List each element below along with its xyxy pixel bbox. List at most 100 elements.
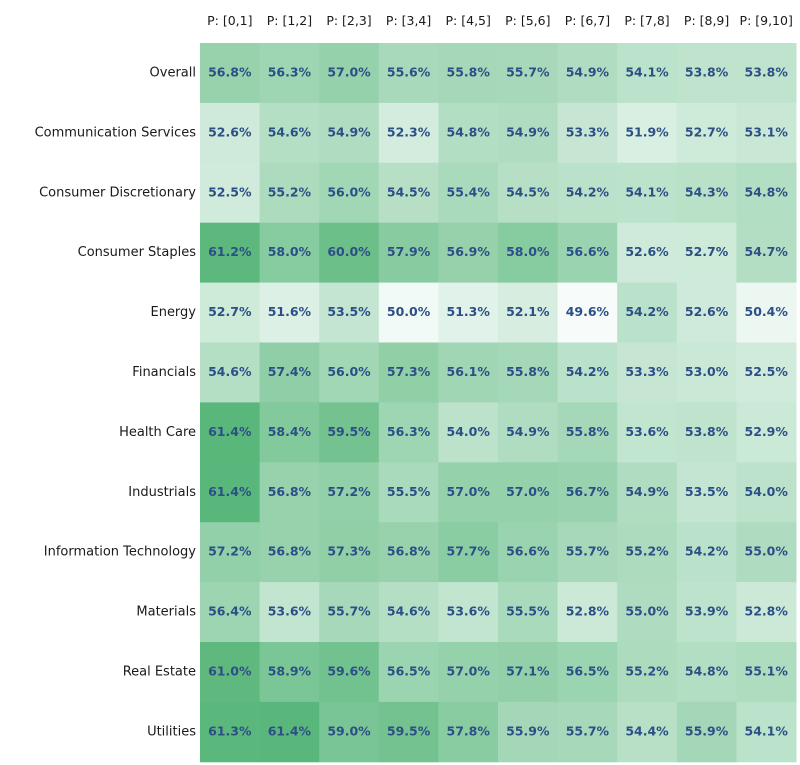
cell-value-label: 57.2%	[327, 484, 371, 499]
cell-value-label: 57.3%	[387, 364, 431, 379]
heatmap-cell-health-care-col-2	[259, 402, 320, 463]
row-label-health-care: Health Care	[119, 425, 196, 440]
heatmap-cell-energy-col-1	[200, 282, 261, 343]
column-label-7: P: [6,7]	[565, 13, 610, 28]
heatmap-cell-real-estate-col-6	[498, 642, 559, 703]
cell-value-label: 55.2%	[625, 663, 669, 678]
heatmap-cell-consumer-discretionary-col-9	[676, 162, 737, 224]
column-label-8: P: [7,8]	[624, 13, 669, 28]
heatmap-cell-real-estate-col-1	[200, 642, 261, 703]
heatmap-cell-information-technology-col-8	[617, 522, 678, 583]
cell-value-label: 51.9%	[625, 124, 669, 139]
heatmap-cell-financials-col-10	[736, 342, 797, 403]
cell-value-label: 54.2%	[685, 544, 729, 559]
heatmap-cell-health-care-col-9	[676, 402, 737, 463]
cell-value-label: 55.9%	[685, 723, 729, 738]
cell-value-label: 52.7%	[685, 244, 729, 259]
heatmap-cell-energy-col-6	[498, 282, 559, 343]
heatmap-cell-energy-col-4	[378, 282, 439, 343]
heatmap-cell-industrials-col-3	[319, 462, 380, 523]
heatmap-cell-real-estate-col-5	[438, 642, 499, 703]
heatmap-cell-consumer-discretionary-col-7	[557, 162, 618, 224]
row-labels: Overall Communication Services Consumer Di…	[35, 65, 197, 739]
heatmap-cell-industrials-col-8	[617, 462, 678, 523]
heatmap-cell-consumer-staples-col-7	[557, 222, 618, 284]
heatmap-cell-consumer-discretionary-col-4	[378, 162, 439, 224]
heatmap-cell-real-estate-col-3	[319, 642, 380, 703]
heatmap-cell-utilities-col-8	[617, 701, 678, 763]
heatmap-cell-financials-col-7	[557, 342, 618, 403]
cell-value-label: 53.3%	[625, 364, 669, 379]
heatmap-cell-information-technology-col-3	[319, 522, 380, 583]
cell-value-label: 57.3%	[327, 544, 371, 559]
cell-value-label: 59.5%	[387, 723, 431, 738]
heatmap-cell-financials-col-4	[378, 342, 439, 403]
cell-value-label: 61.4%	[268, 723, 312, 738]
cell-value-label: 56.7%	[566, 484, 610, 499]
cell-value-label: 55.7%	[566, 723, 610, 738]
heatmap-cell-information-technology-col-7	[557, 522, 618, 583]
cell-value-label: 54.1%	[745, 723, 789, 738]
cell-value-label: 52.9%	[745, 424, 789, 439]
heatmap-cell-information-technology-col-2	[259, 522, 320, 583]
cell-value-label: 54.8%	[447, 124, 491, 139]
heatmap-cell-information-technology-col-1	[200, 522, 261, 583]
heatmap-cell-consumer-staples-col-5	[438, 222, 499, 284]
cell-value-label: 53.8%	[745, 64, 789, 79]
heatmap-cell-materials-col-4	[378, 582, 439, 643]
cell-value-label: 52.8%	[566, 604, 610, 619]
heatmap-cell-health-care-col-7	[557, 402, 618, 463]
cell-value-label: 58.9%	[268, 663, 312, 678]
heatmap-cell-communication-services-col-8	[617, 102, 678, 164]
row-label-financials: Financials	[132, 365, 196, 380]
heatmap-cell-communication-services-col-10	[736, 102, 797, 164]
cell-value-label: 57.2%	[208, 544, 252, 559]
heatmap-cell-communication-services-col-9	[676, 102, 737, 164]
heatmap-cell-real-estate-col-9	[676, 642, 737, 703]
cell-value-label: 57.0%	[447, 663, 491, 678]
heatmap-cell-consumer-staples-col-2	[259, 222, 320, 284]
cell-value-label: 52.5%	[745, 364, 789, 379]
cell-value-label: 56.8%	[268, 544, 312, 559]
heatmap-cell-overall-col-7	[557, 43, 618, 104]
cell-value-label: 55.8%	[506, 364, 550, 379]
heatmap-cell-utilities-col-6	[498, 701, 559, 763]
cell-value-label: 54.6%	[208, 364, 252, 379]
cell-value-label: 50.0%	[387, 304, 431, 319]
column-label-5: P: [4,5]	[446, 13, 491, 28]
row-label-utilities: Utilities	[147, 724, 196, 739]
heatmap-cell-overall-col-1	[200, 43, 261, 104]
cell-value-label: 52.7%	[208, 304, 252, 319]
cell-value-label: 53.6%	[625, 424, 669, 439]
heatmap-cell-financials-col-2	[259, 342, 320, 403]
heatmap-cell-communication-services-col-5	[438, 102, 499, 164]
heatmap-cell-financials-col-8	[617, 342, 678, 403]
heatmap-cell-information-technology-col-5	[438, 522, 499, 583]
heatmap-cells: 56.8% 56.3% 57.0% 55.6% 55.8% 55.7% 54.9% 54.1%…	[200, 43, 797, 763]
cell-value-label: 54.3%	[685, 184, 729, 199]
heatmap-cell-overall-col-5	[438, 43, 499, 104]
heatmap-cell-consumer-staples-col-10	[736, 222, 797, 284]
cell-value-label: 51.6%	[268, 304, 312, 319]
cell-value-label: 56.1%	[447, 364, 491, 379]
heatmap-cell-overall-col-4	[378, 43, 439, 104]
cell-value-label: 58.0%	[506, 244, 550, 259]
heatmap-cell-consumer-discretionary-col-5	[438, 162, 499, 224]
cell-value-label: 54.6%	[268, 124, 312, 139]
cell-value-label: 57.7%	[447, 544, 491, 559]
cell-value-label: 52.1%	[506, 304, 550, 319]
cell-value-label: 55.1%	[745, 663, 789, 678]
cell-value-label: 58.0%	[268, 244, 312, 259]
column-label-3: P: [2,3]	[326, 13, 371, 28]
heatmap-cell-financials-col-3	[319, 342, 380, 403]
cell-value-label: 55.8%	[447, 64, 491, 79]
row-label-consumer-staples: Consumer Staples	[78, 245, 197, 260]
cell-value-label: 56.9%	[447, 244, 491, 259]
cell-value-label: 56.6%	[506, 544, 550, 559]
heatmap-cell-materials-col-9	[676, 582, 737, 643]
heatmap-cell-health-care-col-1	[200, 402, 261, 463]
heatmap-cell-industrials-col-7	[557, 462, 618, 523]
heatmap-cell-communication-services-col-6	[498, 102, 559, 164]
cell-value-label: 54.5%	[387, 184, 431, 199]
heatmap-cell-energy-col-3	[319, 282, 380, 343]
